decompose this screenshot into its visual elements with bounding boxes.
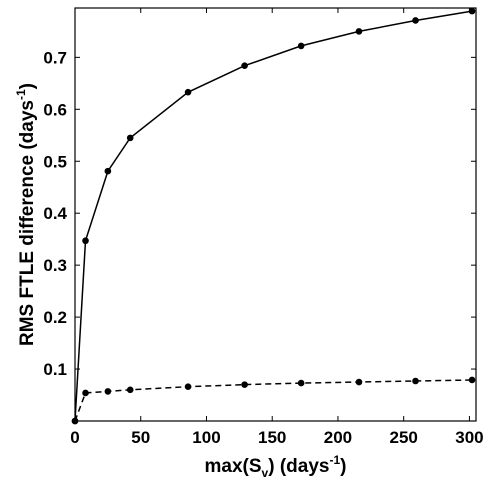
y-axis-label: RMS FTLE difference (days-1) — [14, 83, 38, 346]
x-axis-label-prefix: max(S — [205, 456, 262, 477]
x-axis-label-sup: -1 — [329, 453, 340, 467]
series-2-point — [297, 379, 305, 387]
y-tick-label: 0.4 — [43, 204, 67, 223]
series-2-point — [355, 378, 363, 386]
series-line-2 — [74, 379, 473, 422]
series-1-point — [468, 7, 476, 15]
y-tick-label: 0.6 — [43, 100, 67, 119]
x-axis-label-sub: v — [262, 466, 269, 480]
x-tick-label: 250 — [390, 428, 418, 447]
series-1-point — [82, 237, 89, 245]
axis-ticks: 0 50 100 150 200 250 300 0.1 0.2 0.3 0.4 0.5 0.6 0.7 — [43, 8, 484, 447]
series-2-point — [71, 417, 79, 425]
series-1-point — [297, 42, 305, 50]
series-2-point — [241, 381, 248, 388]
series-1-point — [184, 88, 192, 96]
y-tick-label: 0.3 — [43, 256, 67, 275]
series-1-point — [412, 17, 419, 24]
x-tick-label: 200 — [324, 428, 352, 447]
y-tick-label: 0.2 — [43, 308, 67, 327]
y-tick-label: 0.1 — [43, 360, 67, 379]
y-axis-label-prefix: RMS FTLE difference (days — [17, 100, 38, 346]
x-axis-label: max(Sv) (days-1) — [205, 453, 347, 480]
series-1-point — [355, 28, 363, 35]
y-axis-label-suffix: ) — [17, 83, 38, 89]
y-tick-label: 0.5 — [43, 152, 67, 171]
x-tick-label: 0 — [70, 428, 79, 447]
plot-frame — [74, 7, 477, 422]
x-axis-label-suffix: ) — [340, 456, 346, 477]
x-tick-label: 100 — [192, 428, 220, 447]
data-series — [71, 7, 476, 425]
series-2-point — [126, 386, 134, 394]
plot-area: 0 50 100 150 200 250 300 0.1 0.2 0.3 0.4 0.5 0.6 0.7 — [43, 7, 484, 447]
series-2-point — [468, 376, 476, 384]
x-tick-label: 300 — [455, 428, 483, 447]
x-tick-label: 50 — [131, 428, 150, 447]
series-1-point — [104, 167, 112, 175]
y-tick-label: 0.7 — [43, 48, 67, 67]
series-2-point — [82, 389, 89, 397]
series-line-1 — [74, 10, 473, 422]
series-1-point — [126, 134, 134, 142]
y-axis-label-sup: -1 — [14, 89, 28, 100]
x-tick-label: 150 — [258, 428, 286, 447]
series-1-point — [241, 62, 248, 69]
series-2-point — [104, 388, 112, 395]
series-2-point — [184, 383, 192, 391]
x-axis-label-middle: ) (days — [268, 456, 329, 477]
series-2-point — [412, 377, 419, 385]
